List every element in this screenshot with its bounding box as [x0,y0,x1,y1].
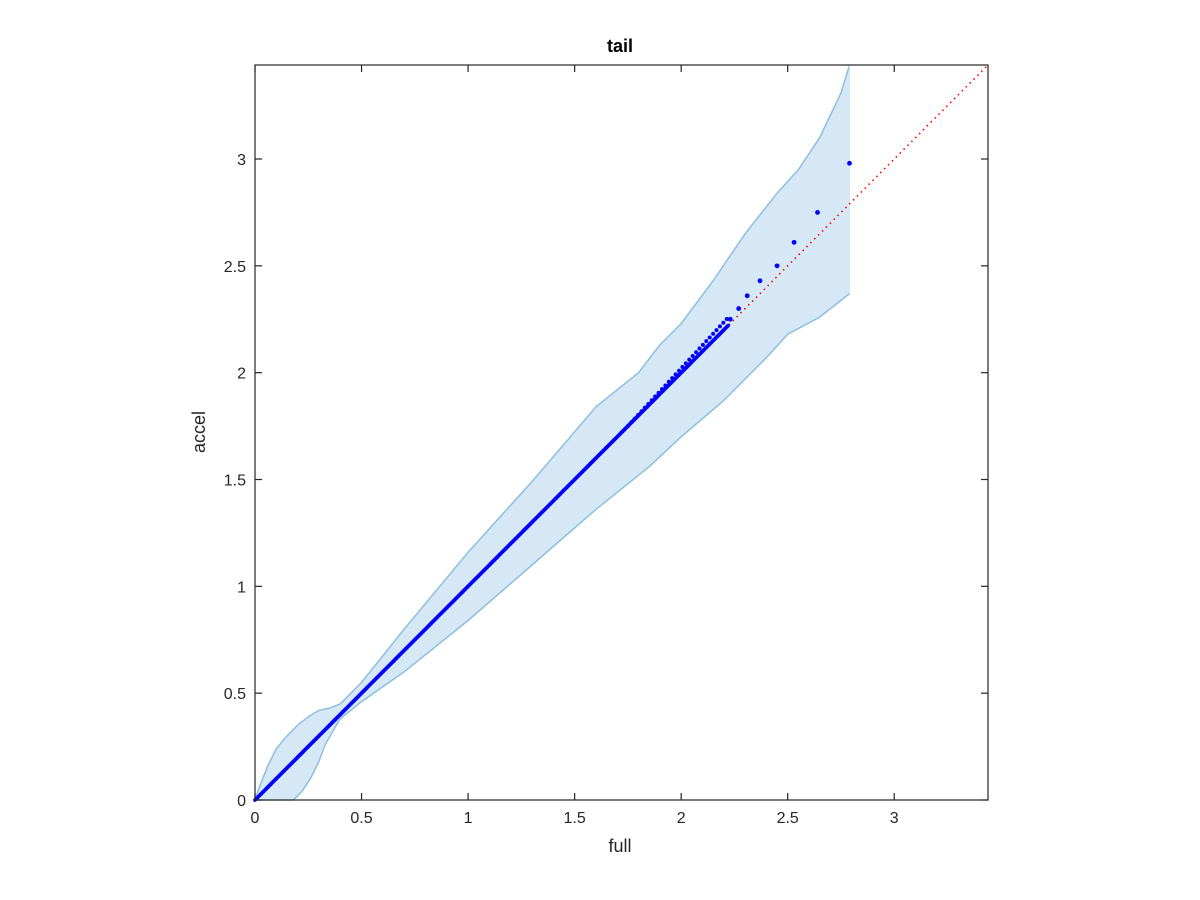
x-tick-label: 1.5 [563,810,585,827]
data-point [646,401,651,406]
band-upper-edge [254,64,851,801]
data-point [666,379,671,384]
data-point [744,293,750,299]
x-tick-label: 1 [464,810,473,827]
y-tick-label: 1.5 [224,473,246,490]
data-point [632,416,637,421]
data-point [673,372,678,377]
data-point [653,394,658,399]
axes [254,64,989,801]
data-point [697,346,702,351]
y-tick-label: 2.5 [224,259,246,276]
data-point [717,324,722,329]
data-point [629,420,634,425]
data-points [727,160,852,322]
data-point [680,365,685,370]
data-point [656,390,661,395]
data-point [639,409,644,414]
band-lower-edge [255,293,850,801]
data-point [815,210,820,215]
confidence-band [254,64,851,801]
data-point [694,350,699,355]
y-tick-label: 0.5 [224,686,246,703]
data-point [726,323,730,328]
data-point [721,320,726,325]
data-point [636,413,641,418]
data-point [847,160,852,166]
data-point [642,405,647,410]
data-point [677,368,682,373]
y-tick-label: 2 [237,366,246,383]
data-point [625,424,630,429]
data-point [700,342,705,347]
y-tick-label: 0 [237,793,246,810]
data-point [736,306,742,311]
plot-frame [254,64,989,801]
data-point [683,361,688,366]
data-point [663,383,668,388]
band-fill [255,65,850,800]
data-point [649,398,654,403]
y-tick-label: 3 [237,152,246,169]
data-point [791,239,797,245]
data-point [774,263,780,269]
data-point [727,316,733,322]
data-point [711,331,716,336]
x-tick-label: 3 [890,810,899,827]
data-point [714,328,719,333]
data-point [659,387,664,392]
data-point [704,339,709,344]
chart-title: tail [607,36,633,56]
data-point [670,376,675,381]
x-tick-label: 2.5 [777,810,799,827]
x-tick-label: 2 [677,810,686,827]
data-point [690,353,695,358]
data-point [724,317,729,322]
x-tick-label: 0.5 [350,810,372,827]
data-point [707,335,712,340]
x-axis-label: full [608,836,631,856]
data-point [757,278,763,284]
y-axis-label: accel [189,411,209,453]
data-point [687,357,692,362]
dense-points [253,317,730,802]
y-tick-label: 1 [237,579,246,596]
tick-labels: 0 0.5 1 1.5 2 2.5 3 0 0.5 1 1.5 2 2.5 3 [224,152,899,827]
x-tick-label: 0 [251,810,260,827]
